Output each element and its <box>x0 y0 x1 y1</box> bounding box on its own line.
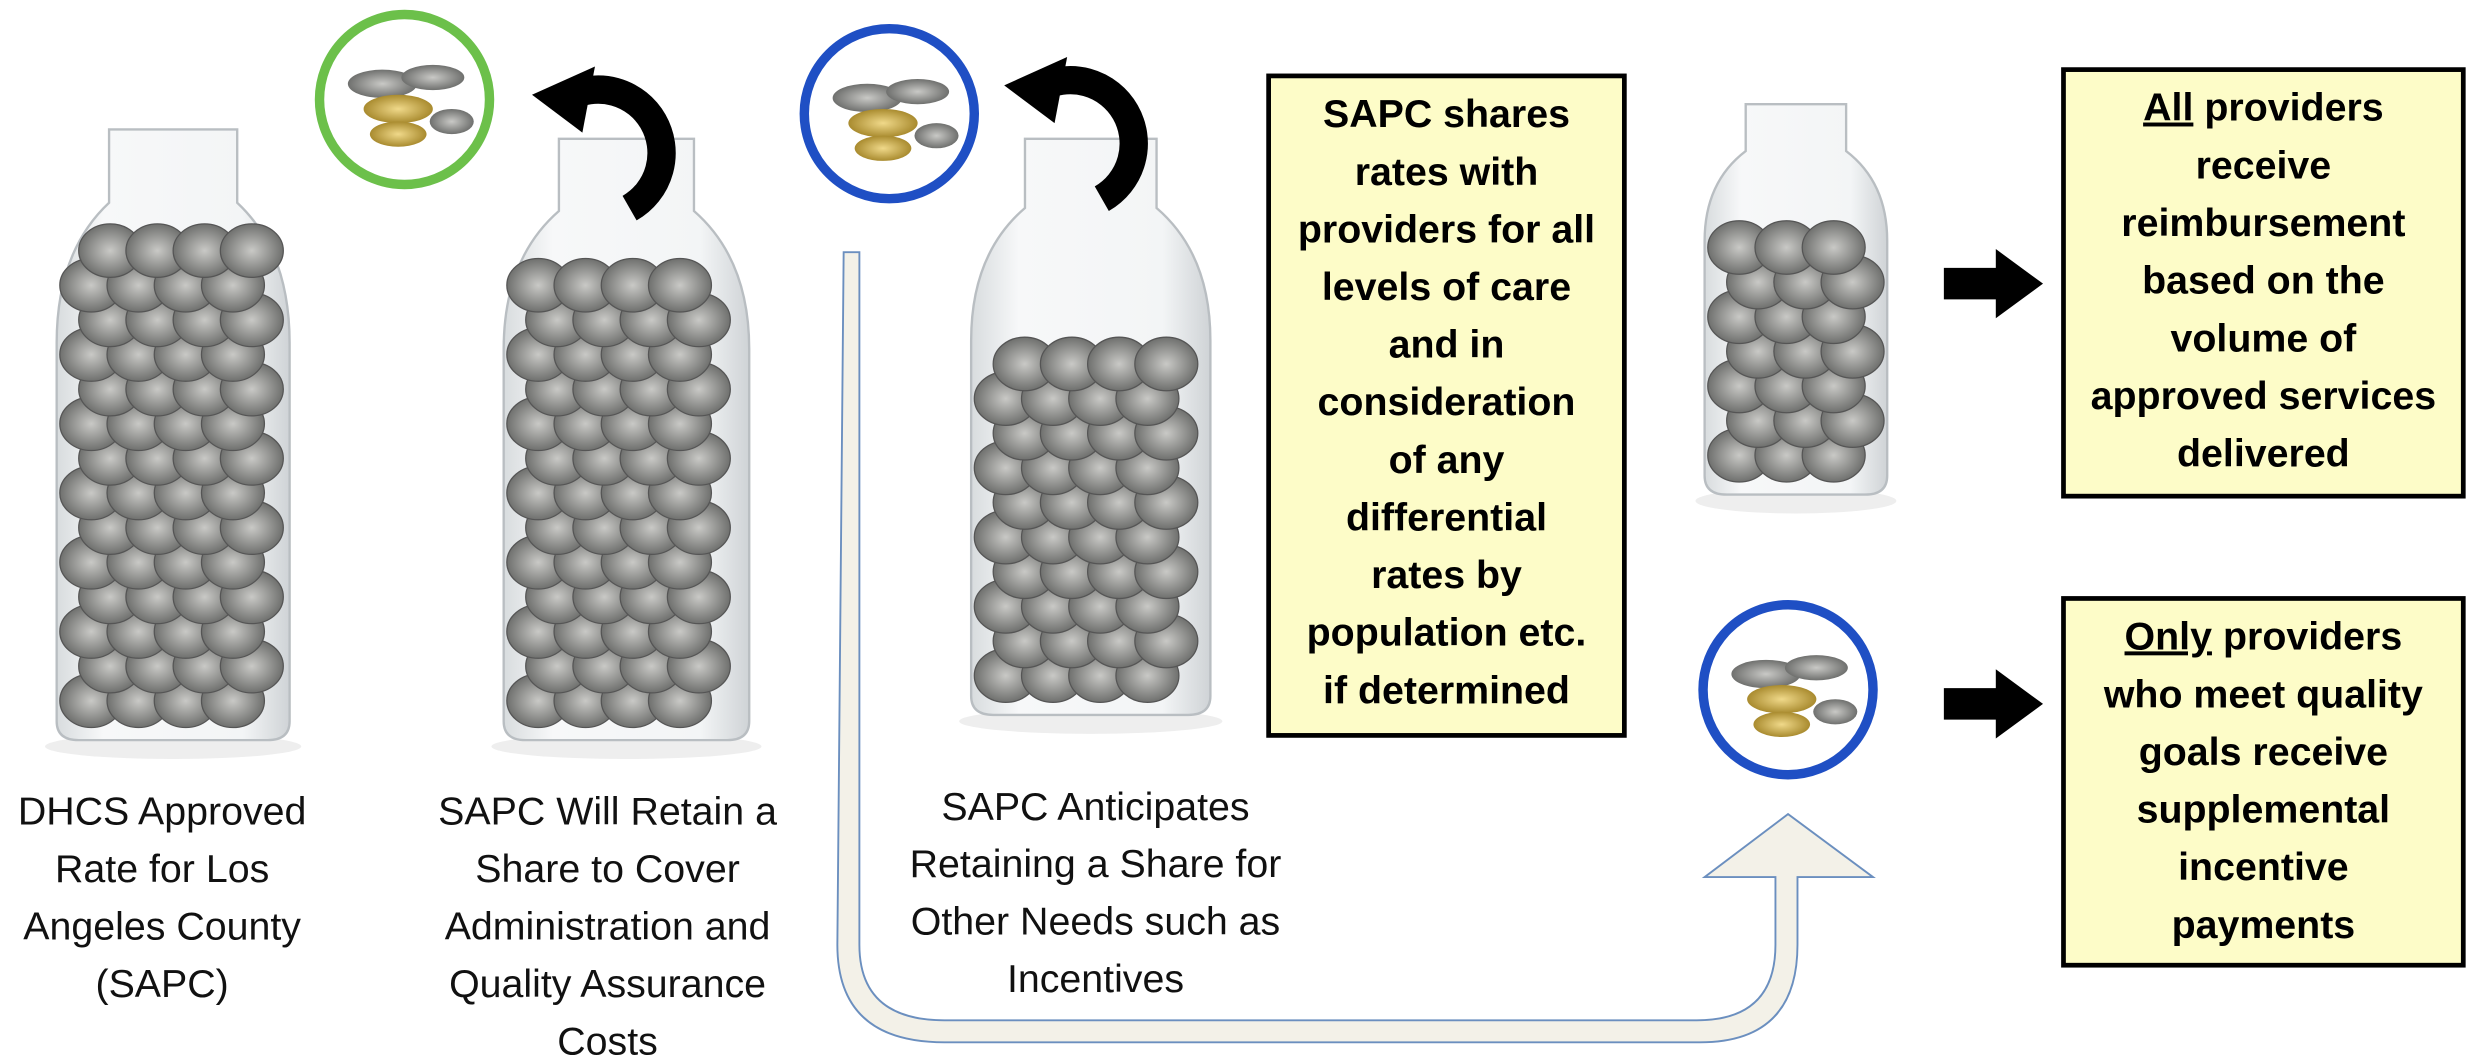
coin <box>886 79 949 104</box>
box-line: incentive <box>2178 845 2349 889</box>
coin <box>648 258 711 312</box>
coin <box>364 95 433 123</box>
coin <box>1802 221 1865 275</box>
box-line: levels of care <box>1322 265 1571 309</box>
coin <box>914 123 958 148</box>
jar <box>1695 104 1896 513</box>
coin <box>401 65 464 90</box>
coin <box>1135 337 1198 391</box>
coin <box>370 122 427 147</box>
box-line: rates with <box>1355 150 1539 194</box>
coin <box>1747 685 1816 713</box>
box-line: volume of <box>2171 316 2358 360</box>
coin-circle <box>320 15 490 185</box>
coin <box>848 109 917 137</box>
box-line: payments <box>2172 903 2356 947</box>
box-line: providers for all <box>1298 207 1595 251</box>
caption-line: Share to Cover <box>475 847 740 891</box>
emphasis: All <box>2143 86 2193 130</box>
box-line: delivered <box>2177 432 2350 476</box>
caption-line: Retaining a Share for <box>910 842 1282 886</box>
coin-circle <box>1703 605 1873 775</box>
box-line: rates by <box>1371 553 1522 597</box>
caption-line: SAPC Will Retain a <box>438 789 777 833</box>
caption-line: Quality Assurance <box>449 962 766 1006</box>
box-line: and in <box>1389 323 1505 367</box>
box-line: population etc. <box>1307 611 1587 655</box>
caption-line: Angeles County <box>23 904 301 948</box>
box-line: approved services <box>2091 374 2436 418</box>
box-line: receive <box>2196 144 2332 188</box>
box-text: providers <box>2204 86 2383 130</box>
box-line: reimbursement <box>2121 201 2405 245</box>
caption-line: (SAPC) <box>95 962 228 1006</box>
box-line: supplemental <box>2137 788 2391 832</box>
box-line: who meet quality <box>2103 672 2423 716</box>
caption-line: DHCS Approved <box>18 789 307 833</box>
box-line: goals receive <box>2139 730 2388 774</box>
coin <box>1753 712 1810 737</box>
caption-line: Other Needs such as <box>911 900 1280 944</box>
box-line: differential <box>1346 495 1547 539</box>
diagram: DHCS Approved Rate for Los Angeles County (… <box>0 0 2468 1060</box>
jar <box>491 139 761 759</box>
coin <box>220 224 283 278</box>
jar <box>959 139 1222 734</box>
box-line: of any <box>1389 438 1505 482</box>
right-arrow <box>1944 669 2043 738</box>
coin <box>1813 699 1857 724</box>
caption-line: Rate for Los <box>55 847 269 891</box>
caption-line: Incentives <box>1007 957 1184 1001</box>
emphasis: Only <box>2125 615 2213 659</box>
right-arrow <box>1944 249 2043 318</box>
coin <box>1785 655 1848 680</box>
box-line: consideration <box>1318 380 1576 424</box>
caption-line: Administration and <box>445 904 771 948</box>
box-line: if determined <box>1323 668 1570 712</box>
jar <box>45 129 301 759</box>
caption-line: Costs <box>557 1019 658 1060</box>
coin <box>430 109 474 134</box>
coin <box>855 136 912 161</box>
coin-circle <box>804 29 974 199</box>
box-text: providers <box>2223 615 2402 659</box>
box-line: SAPC shares <box>1323 92 1570 136</box>
box-line: based on the <box>2142 259 2385 303</box>
caption-line: SAPC Anticipates <box>941 785 1249 829</box>
